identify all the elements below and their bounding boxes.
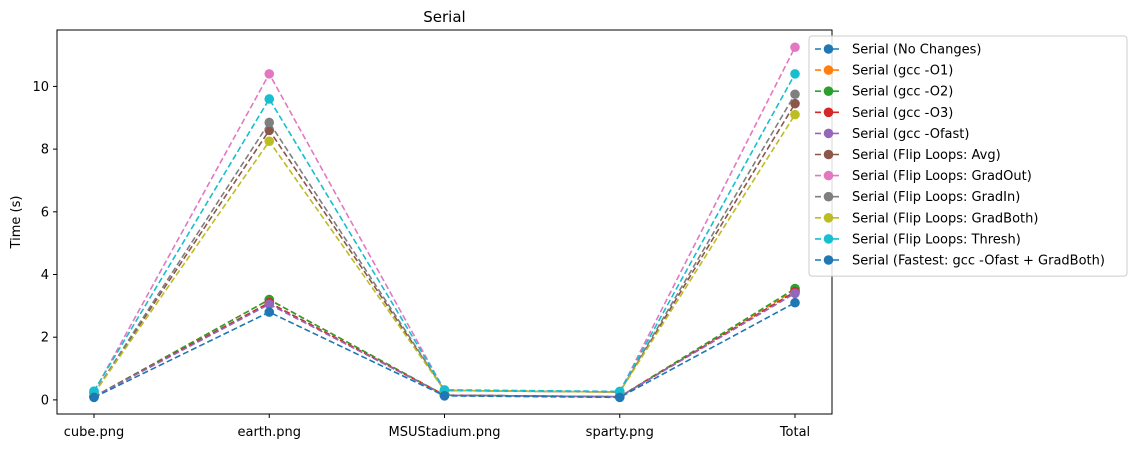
legend-marker: [823, 234, 834, 244]
data-point: [264, 117, 275, 128]
legend-item: Serial (Flip Loops: Avg): [815, 148, 1001, 163]
data-point: [264, 125, 275, 136]
legend-item: Serial (gcc -O3): [815, 106, 953, 121]
y-axis: 0 2 4 6 8 10: [32, 80, 57, 408]
legend-marker: [823, 255, 834, 265]
legend-marker: [823, 128, 834, 139]
legend-label: Serial (gcc -O3): [852, 106, 953, 121]
series-line: [93, 291, 796, 398]
legend-marker: [823, 170, 834, 181]
data-point: [264, 69, 275, 79]
legend-marker: [823, 44, 834, 54]
series-line: [93, 73, 796, 393]
x-tick-label: cube.png: [64, 425, 125, 440]
series-9: [89, 69, 800, 397]
legend-label: Serial (gcc -O1): [852, 64, 953, 79]
series-10: [89, 297, 800, 403]
legend: Serial (No Changes) Serial (gcc -O1) Seria…: [808, 35, 1128, 277]
plot-frame: [56, 29, 833, 415]
legend-marker: [823, 191, 834, 202]
legend-item: Serial (Flip Loops: GradBoth): [815, 211, 1038, 226]
legend-label: Serial (gcc -O2): [852, 85, 953, 100]
series-2: [89, 283, 800, 402]
data-point: [790, 69, 800, 79]
data-point: [439, 391, 450, 401]
series-line: [93, 302, 796, 399]
legend-item: Serial (No Changes): [815, 43, 981, 58]
legend-label: Serial (Flip Loops: Thresh): [852, 232, 1021, 247]
data-point: [790, 42, 800, 53]
x-tick-label: earth.png: [237, 425, 301, 440]
legend-item: Serial (Flip Loops: Thresh): [815, 232, 1021, 247]
y-tick-label: 8: [41, 143, 49, 158]
data-point: [790, 288, 800, 299]
series-8: [89, 109, 800, 399]
data-point: [264, 94, 275, 104]
series-line: [93, 287, 796, 398]
series-layer: [89, 42, 800, 403]
y-axis-title: Time (s): [9, 196, 24, 250]
legend-label: Serial (Flip Loops: GradBoth): [852, 211, 1038, 226]
legend-item: Serial (Flip Loops: GradIn): [815, 190, 1020, 205]
data-point: [264, 307, 275, 317]
x-tick-label: MSUStadium.png: [389, 425, 501, 440]
series-line: [93, 93, 796, 395]
x-tick-label: Total: [779, 425, 810, 440]
series-6: [89, 42, 800, 397]
series-line: [93, 114, 796, 395]
series-line: [93, 289, 796, 398]
legend-item: Serial (Fastest: gcc -Ofast + GradBoth): [815, 254, 1105, 269]
legend-box: [808, 35, 1128, 277]
series-line: [93, 292, 796, 398]
legend-label: Serial (No Changes): [852, 43, 981, 58]
y-tick-label: 4: [41, 268, 49, 283]
legend-marker: [823, 149, 834, 160]
data-point: [614, 392, 625, 403]
legend-label: Serial (gcc -Ofast): [852, 127, 969, 142]
legend-marker: [823, 65, 834, 75]
x-tick-label: sparty.png: [586, 425, 654, 440]
legend-marker: [823, 107, 834, 118]
y-tick-label: 10: [32, 80, 49, 95]
y-tick-label: 2: [41, 331, 49, 346]
series-3: [89, 286, 800, 402]
data-point: [89, 392, 99, 403]
y-tick-label: 6: [41, 205, 49, 220]
legend-label: Serial (Flip Loops: Avg): [852, 148, 1001, 163]
data-point: [790, 297, 800, 308]
series-4: [89, 288, 800, 402]
data-point: [264, 299, 275, 310]
series-0: [89, 286, 800, 402]
series-1: [89, 285, 800, 402]
legend-item: Serial (gcc -O1): [815, 64, 953, 79]
data-point: [790, 98, 800, 109]
legend-item: Serial (gcc -Ofast): [815, 127, 969, 142]
data-point: [790, 89, 800, 100]
series-line: [93, 291, 796, 398]
legend-label: Serial (Fastest: gcc -Ofast + GradBoth): [852, 254, 1105, 269]
legend-label: Serial (Flip Loops: GradIn): [852, 190, 1020, 205]
legend-item: Serial (gcc -O2): [815, 85, 953, 100]
series-line: [93, 103, 796, 395]
legend-marker: [823, 86, 834, 96]
x-axis: cube.png earth.png MSUStadium.png sparty.pn…: [64, 414, 810, 440]
legend-label: Serial (Flip Loops: GradOut): [852, 169, 1032, 184]
data-point: [264, 136, 275, 147]
legend-item: Serial (Flip Loops: GradOut): [815, 169, 1032, 184]
y-tick-label: 0: [41, 393, 49, 408]
chart-title: Serial: [423, 8, 465, 26]
data-point: [790, 109, 800, 120]
legend-marker: [823, 213, 834, 223]
